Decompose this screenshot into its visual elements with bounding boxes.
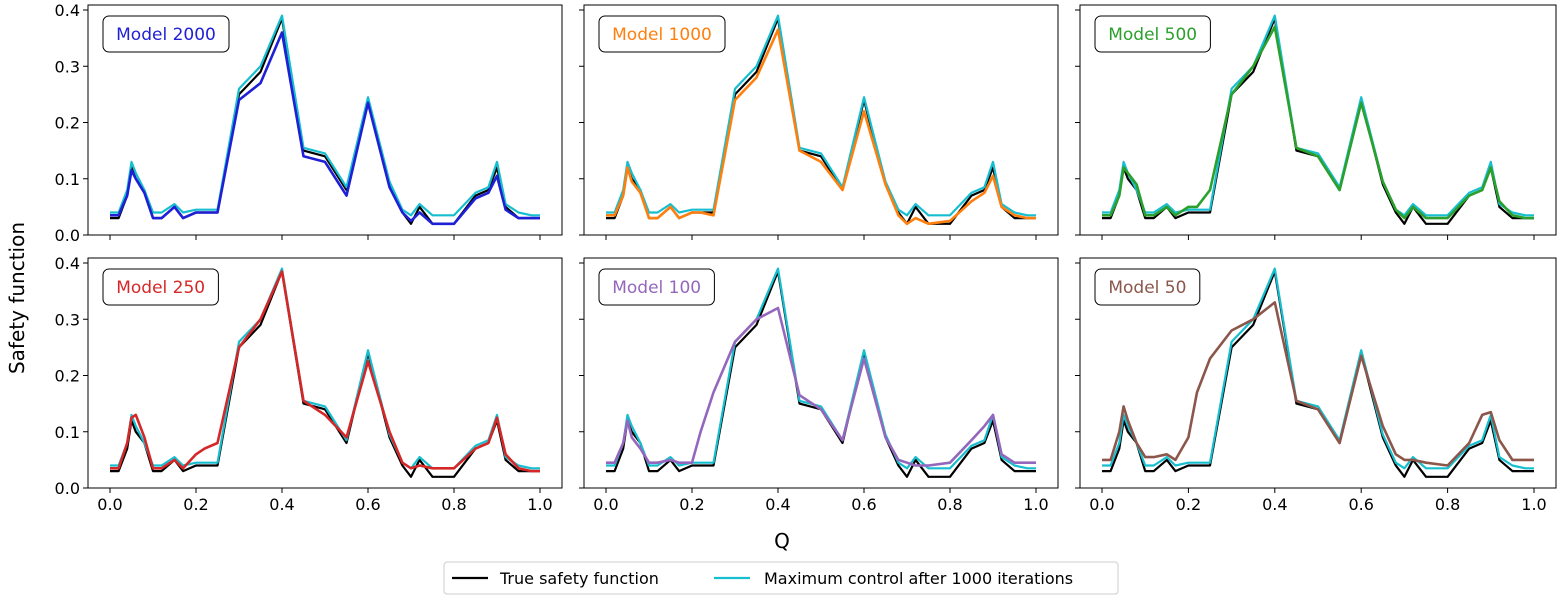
panel-frame: [1079, 257, 1557, 489]
model-line: [1102, 301, 1534, 467]
y-tick-label: 0.1: [55, 170, 80, 189]
x-tick-label: 0.0: [1089, 495, 1114, 514]
model-badge-label: Model 100: [612, 278, 701, 298]
panel-2: Model 1000: [579, 4, 1059, 240]
x-tick-label: 1.0: [1521, 495, 1546, 514]
x-tick-label: 0.2: [1176, 495, 1201, 514]
x-tick-label: 0.0: [593, 495, 618, 514]
x-tick-label: 0.6: [355, 495, 380, 514]
model-line: [606, 28, 1036, 226]
x-tick-label: 0.4: [269, 495, 294, 514]
x-tick-label: 0.2: [183, 495, 208, 514]
y-axis-label: Safety function: [5, 222, 29, 374]
model-badge: [102, 15, 230, 53]
x-tick-label: 0.4: [1262, 495, 1287, 514]
model-badge: [598, 15, 726, 53]
x-tick-label: 0.8: [441, 495, 466, 514]
legend-frame: [443, 561, 1119, 595]
panel-frame: [87, 4, 563, 236]
x-tick-label: 0.4: [765, 495, 790, 514]
panel-frame: [583, 257, 1059, 489]
y-tick-label: 0.0: [55, 479, 80, 498]
panel-frame: [583, 4, 1059, 236]
x-tick-label: 0.0: [97, 495, 122, 514]
y-tick-label: 0.2: [55, 367, 80, 386]
max-control-line: [606, 267, 1036, 470]
model-line: [110, 270, 540, 473]
model-badge-label: Model 1000: [612, 25, 712, 45]
panel-3: Model 500: [1075, 4, 1557, 240]
model-badge-label: Model 2000: [116, 25, 216, 45]
y-tick-label: 0.2: [55, 114, 80, 133]
y-tick-label: 0.3: [55, 57, 80, 76]
y-tick-label: 0.4: [55, 1, 80, 20]
panel-frame: [87, 257, 563, 489]
y-tick-label: 0.3: [55, 310, 80, 329]
panel-4: 0.0 0.1 0.2 0.3 0.4 0.0 0.2 0.4 0.6 0.8 1.0 Model 2…: [55, 254, 563, 514]
legend-max-control-label: Maximum control after 1000 iterations: [764, 569, 1073, 588]
model-badge: [1094, 15, 1211, 53]
model-badge-label: Model 500: [1108, 25, 1197, 45]
x-tick-label: 0.2: [679, 495, 704, 514]
y-tick-label: 0.1: [55, 423, 80, 442]
model-line: [1102, 25, 1534, 220]
x-tick-label: 0.8: [1435, 495, 1460, 514]
model-badge: [1094, 268, 1201, 306]
x-tick-label: 0.6: [1348, 495, 1373, 514]
panel-5: 0.0 0.2 0.4 0.6 0.8 1.0 Model 100: [579, 257, 1059, 514]
model-badge: [598, 268, 715, 306]
panel-1: 0.0 0.1 0.2 0.3 0.4 Model 2000: [55, 1, 563, 245]
model-badge-label: Model 250: [116, 278, 205, 298]
panels-layer: 0.0 0.1 0.2 0.3 0.4 Model 2000 Model 1000 Model…: [55, 1, 1557, 514]
panel-6: 0.0 0.2 0.4 0.6 0.8 1.0 Model 50: [1075, 257, 1557, 514]
model-badge-label: Model 50: [1108, 278, 1186, 298]
x-tick-label: 0.8: [937, 495, 962, 514]
y-tick-label: 0.4: [55, 254, 80, 273]
x-axis-label: Q: [774, 529, 790, 553]
model-line: [606, 306, 1036, 467]
legend: True safety function Maximum control aft…: [443, 561, 1119, 595]
model-badge: [102, 268, 219, 306]
x-tick-label: 1.0: [1023, 495, 1048, 514]
model-line: [110, 31, 540, 226]
panel-frame: [1079, 4, 1557, 236]
legend-true-safety-label: True safety function: [499, 569, 659, 588]
y-tick-label: 0.0: [55, 226, 80, 245]
x-tick-label: 1.0: [527, 495, 552, 514]
x-tick-label: 0.6: [851, 495, 876, 514]
